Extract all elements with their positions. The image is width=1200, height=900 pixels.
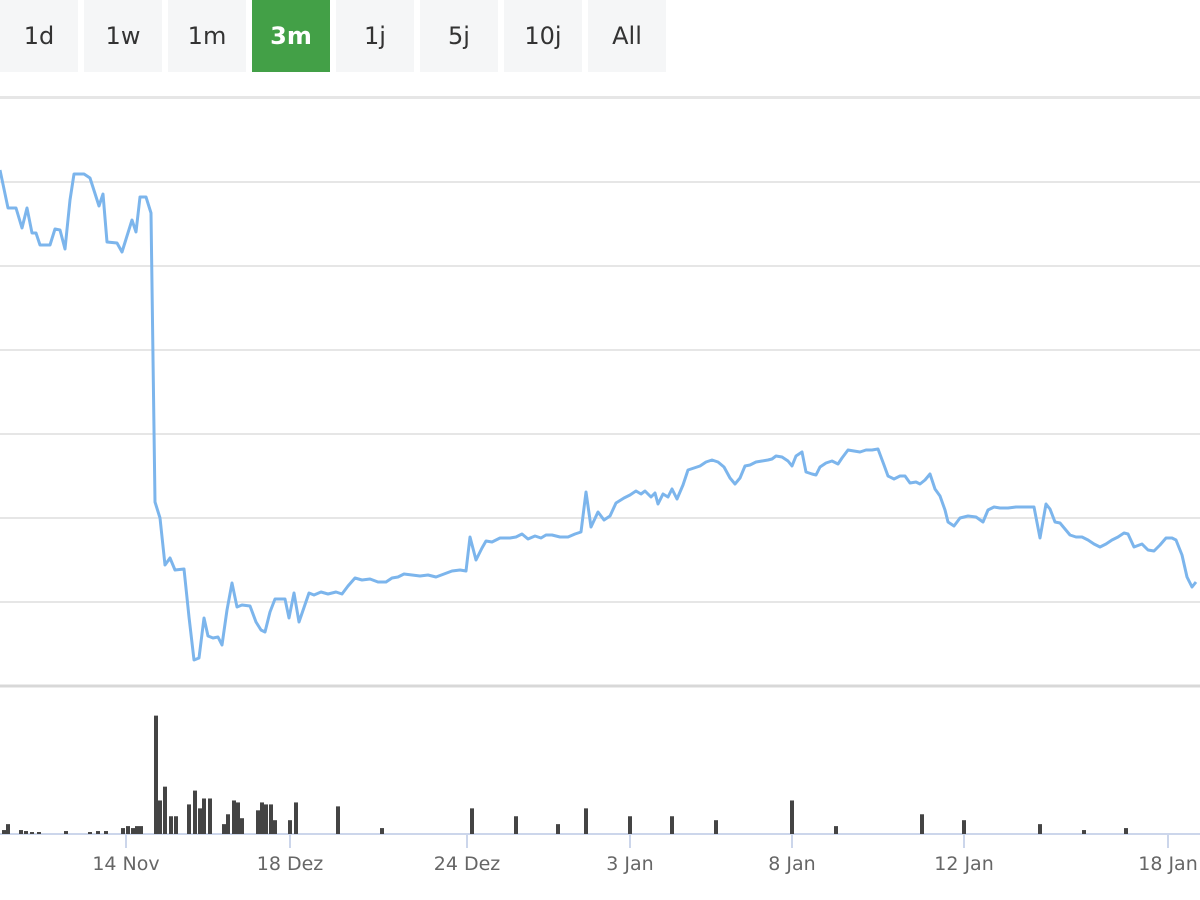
volume-bar [174, 816, 178, 834]
volume-bar [24, 831, 28, 834]
x-tick-label: 12 Jan [934, 853, 994, 875]
volume-bar [154, 715, 158, 834]
range-tab[interactable]: 5j [420, 0, 498, 72]
volume-bar [294, 802, 298, 834]
volume-bar [628, 816, 632, 834]
volume-bar [288, 820, 292, 834]
volume-bar [920, 814, 924, 834]
volume-bar [158, 800, 162, 834]
x-tick-label: 8 Jan [768, 853, 815, 875]
range-tab[interactable]: All [588, 0, 666, 72]
volume-bar [834, 826, 838, 834]
volume-bar [232, 800, 236, 834]
volume-bar [336, 806, 340, 834]
x-tick-label: 18 Jan [1138, 853, 1198, 875]
volume-bar [470, 808, 474, 834]
volume-bar [6, 824, 10, 834]
volume-bar [790, 800, 794, 834]
volume-bar [2, 830, 6, 834]
price-line [0, 169, 1198, 662]
volume-bar [37, 832, 41, 834]
volume-bar [962, 820, 966, 834]
volume-bar [584, 808, 588, 834]
range-tab[interactable]: 1m [168, 0, 246, 72]
volume-bar [193, 790, 197, 834]
volume-bar [1038, 824, 1042, 834]
volume-bar [260, 802, 264, 834]
range-tab[interactable]: 10j [504, 0, 582, 72]
volume-bar [64, 831, 68, 834]
volume-bar [187, 804, 191, 834]
volume-bar [163, 786, 167, 834]
volume-bar [514, 816, 518, 834]
volume-bar [19, 830, 23, 834]
volume-bar [1124, 828, 1128, 834]
volume-bar [556, 824, 560, 834]
volume-bar [198, 808, 202, 834]
volume-bar [1082, 830, 1086, 834]
volume-bar [380, 828, 384, 834]
range-tab[interactable]: 3m [252, 0, 330, 72]
volume-bar [30, 832, 34, 834]
x-tick-label: 3 Jan [606, 853, 653, 875]
volume-bar [121, 828, 125, 834]
volume-bar [208, 798, 212, 834]
volume-bar [96, 831, 100, 834]
volume-bar [131, 828, 135, 834]
volume-bar [139, 826, 143, 834]
volume-bar [169, 816, 173, 834]
volume-bar [273, 820, 277, 834]
volume-bar [240, 818, 244, 834]
x-tick-label: 18 Dez [257, 853, 324, 875]
range-tabs: 1d 1w 1m 3m 1j 5j 10j All [0, 0, 666, 72]
x-tick-label: 14 Nov [92, 853, 159, 875]
volume-bar [670, 816, 674, 834]
x-tick-label: 24 Dez [434, 853, 501, 875]
range-tab[interactable]: 1w [84, 0, 162, 72]
volume-bar [126, 826, 130, 834]
volume-bar [714, 820, 718, 834]
volume-bar [226, 814, 230, 834]
volume-bar [256, 810, 260, 834]
volume-bar [264, 804, 268, 834]
volume-bar [202, 798, 206, 834]
volume-bar [269, 804, 273, 834]
range-tab[interactable]: 1d [0, 0, 78, 72]
volume-bar [104, 831, 108, 834]
range-tab[interactable]: 1j [336, 0, 414, 72]
volume-bar [236, 802, 240, 834]
volume-bar [222, 824, 226, 834]
volume-bar [135, 826, 139, 834]
volume-bar [88, 832, 92, 834]
